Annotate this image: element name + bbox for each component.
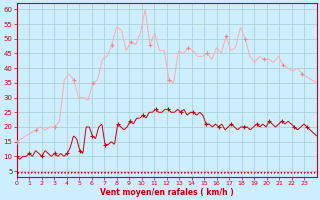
X-axis label: Vent moyen/en rafales ( km/h ): Vent moyen/en rafales ( km/h ) xyxy=(100,188,234,197)
